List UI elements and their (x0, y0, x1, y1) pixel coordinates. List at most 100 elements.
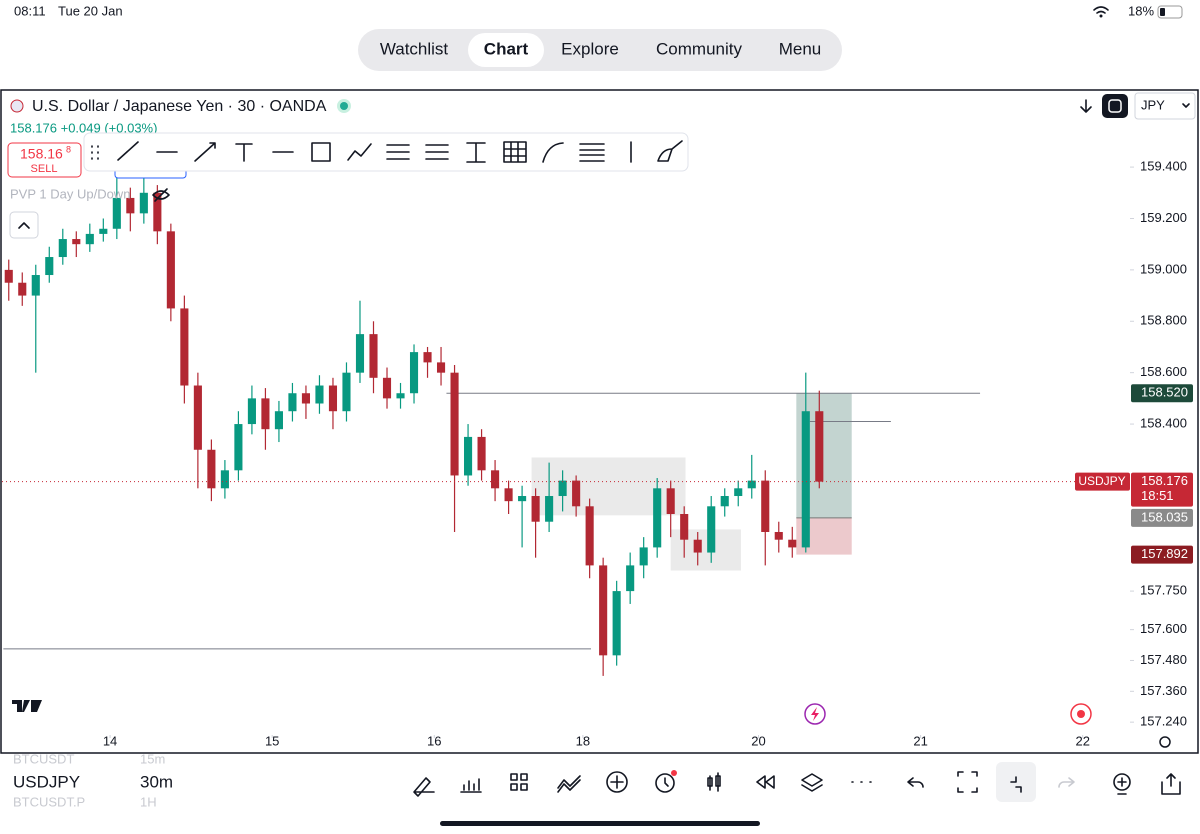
candle-body (274, 411, 283, 430)
drawing-tool[interactable] (386, 144, 410, 160)
quote: 158.176 +0.049 (+0.03%) (10, 120, 157, 135)
candle-body (328, 385, 338, 412)
symbol[interactable]: BTCUSDT (13, 751, 74, 766)
candle-body (788, 539, 797, 548)
candle-body (801, 411, 810, 548)
candle-body (261, 398, 270, 430)
candle-body (436, 362, 446, 373)
nav-tab[interactable]: Chart (484, 39, 529, 58)
candle-body (707, 506, 716, 553)
candle-body (153, 192, 162, 232)
chart: 159.400 159.200 159.000 158.800 158.600 158.4… (2, 159, 1193, 748)
drawing-tool[interactable] (194, 142, 216, 162)
alert-badge (671, 770, 677, 776)
nav-tab[interactable]: Explore (561, 39, 619, 58)
toolbar-button[interactable] (907, 777, 924, 788)
symbol[interactable]: USDJPY (13, 772, 80, 791)
toolbar-button[interactable] (1058, 777, 1075, 788)
y-tick-label: 158.800 (1140, 313, 1187, 328)
flag-icon (10, 99, 24, 113)
candle-body (464, 436, 473, 476)
wifi-icon (1093, 6, 1109, 14)
hide-icon[interactable] (152, 188, 170, 202)
interval[interactable]: 15m (140, 751, 165, 766)
symbol-title[interactable]: U.S. Dollar / Japanese Yen · 30 · OANDA (32, 98, 327, 115)
drawing-tool[interactable] (579, 143, 605, 162)
candle-body (207, 449, 216, 489)
interval[interactable]: 30m (140, 772, 173, 791)
drawing-tool[interactable] (503, 141, 527, 163)
candle-body (112, 197, 121, 229)
nav-tab[interactable]: Community (656, 39, 742, 58)
scroll-button[interactable] (1080, 99, 1092, 113)
toolbar-button[interactable] (1161, 773, 1181, 795)
currency: JPY (1141, 97, 1165, 112)
toolbar-button[interactable] (510, 773, 528, 791)
toolbar-button[interactable] (557, 775, 581, 793)
candle-body (734, 488, 743, 497)
drawing-tool[interactable] (657, 140, 683, 162)
candle-body (342, 372, 351, 412)
currency-select[interactable] (1134, 92, 1196, 120)
toolbar-button[interactable] (460, 778, 482, 793)
price-label-bg (1131, 508, 1193, 527)
candle-body (139, 192, 148, 214)
price-label-bg (1131, 384, 1193, 403)
settings-icon[interactable] (1159, 736, 1171, 748)
y-tick-label: 158.400 (1140, 416, 1187, 431)
battery-percent: 18% (1128, 3, 1154, 18)
chart-frame (0, 89, 1199, 754)
candle-body (315, 385, 324, 404)
toolbar-button[interactable] (413, 777, 435, 797)
toolbar-button[interactable] (606, 771, 628, 793)
drawing-tool[interactable] (542, 142, 564, 163)
drawing-tool[interactable] (91, 145, 99, 160)
nav-tab[interactable]: Menu (779, 39, 822, 58)
candle-body (193, 385, 202, 450)
price-label: 158.035 (1141, 509, 1188, 524)
logo (12, 700, 42, 712)
toolbar-button[interactable] (655, 773, 675, 793)
toolbar-button[interactable] (707, 772, 721, 792)
indicator-label[interactable]: PVP 1 Day Up/Down (10, 186, 130, 201)
sync-icon (1108, 99, 1122, 113)
nav-tab[interactable]: Watchlist (380, 39, 449, 58)
symbol[interactable]: BTCUSDT.P (13, 794, 85, 809)
candle-body (585, 506, 594, 566)
toolbar-button[interactable] (957, 771, 978, 793)
candle-body (531, 496, 540, 522)
alert-dot (1077, 710, 1085, 718)
y-tick-label: 157.240 (1140, 714, 1187, 729)
candle-body (45, 257, 54, 276)
toolbar-button[interactable] (1113, 773, 1131, 795)
candle-body (423, 352, 432, 363)
drawing-tool[interactable] (311, 142, 331, 162)
drawing-tool[interactable] (347, 143, 372, 161)
y-tick-label: 157.360 (1140, 683, 1187, 698)
candle-body (126, 197, 135, 214)
candle-body (369, 334, 378, 378)
y-tick-label: 159.000 (1140, 261, 1187, 276)
lightning-button[interactable] (804, 703, 826, 725)
candle-body (626, 565, 635, 592)
candle-body (72, 239, 81, 245)
drawing-tool[interactable] (466, 142, 486, 163)
lightning-icon (811, 707, 819, 721)
candle-body (612, 591, 621, 656)
toolbar-button[interactable] (1010, 776, 1022, 793)
toolbar-button[interactable] (756, 775, 775, 789)
collapse-button[interactable] (9, 211, 39, 239)
drawing-tool[interactable] (235, 143, 253, 162)
toolbar-button[interactable] (801, 773, 823, 792)
interval[interactable]: 1H (140, 794, 157, 809)
sync-button[interactable] (1102, 94, 1128, 118)
sell-button[interactable] (7, 142, 82, 178)
x-tick-label: 21 (913, 733, 927, 748)
drawing-tools (91, 140, 683, 163)
alert-button[interactable] (1070, 703, 1092, 725)
drawing-tool[interactable] (425, 144, 449, 160)
candle-body (247, 398, 256, 425)
drawing-tool[interactable] (117, 141, 139, 161)
candle-body (85, 233, 94, 245)
